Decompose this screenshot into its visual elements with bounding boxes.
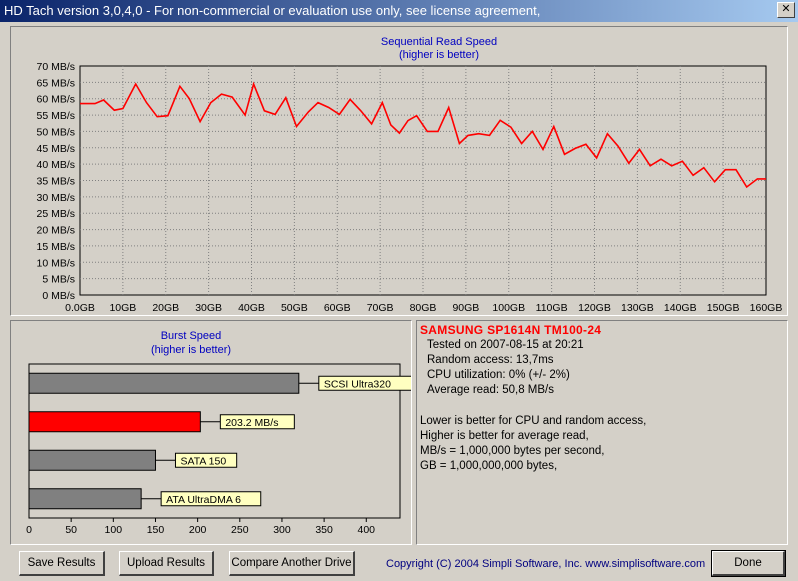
x-tick-label: 130GB (621, 302, 654, 314)
x-tick-label: 350 (315, 524, 333, 536)
bar-label: SATA 150 (180, 455, 226, 467)
read-speed-line (80, 81, 766, 189)
reference-bar (28, 488, 142, 510)
bar-label: ATA UltraDMA 6 (166, 494, 241, 506)
drive-info-panel: SAMSUNG SP1614N TM100-24 Tested on 2007-… (416, 320, 788, 545)
note-line: MB/s = 1,000,000 bytes per second, (420, 445, 605, 457)
bar-label-box (219, 414, 295, 430)
y-tick-label: 50 MB/s (36, 126, 75, 138)
x-tick-label: 250 (231, 524, 249, 536)
x-tick-label: 20GB (152, 302, 179, 314)
y-tick-label: 65 MB/s (36, 77, 75, 89)
y-tick-label: 5 MB/s (42, 274, 75, 286)
x-tick-label: 100GB (492, 302, 525, 314)
note-line: GB = 1,000,000,000 bytes, (420, 460, 558, 472)
bar-label-box (160, 491, 262, 507)
y-tick-label: 45 MB/s (36, 143, 75, 155)
y-tick-label: 25 MB/s (36, 208, 75, 220)
y-tick-label: 40 MB/s (36, 159, 75, 171)
x-tick-label: 50 (65, 524, 77, 536)
y-tick-label: 35 MB/s (36, 176, 75, 188)
note-line: Lower is better for CPU and random acces… (420, 415, 647, 427)
y-tick-label: 10 MB/s (36, 257, 75, 269)
random-access: Random access: 13,7ms (427, 354, 554, 366)
drive-name: SAMSUNG SP1614N TM100-24 (420, 323, 602, 337)
x-tick-label: 30GB (195, 302, 222, 314)
x-tick-label: 160GB (750, 302, 783, 314)
current-drive-bar (28, 411, 201, 433)
x-tick-label: 150 (147, 524, 165, 536)
read-speed-chart: Sequential Read Speed(higher is better) 0… (36, 36, 783, 314)
x-tick-label: 90GB (452, 302, 479, 314)
x-tick-label: 50GB (281, 302, 308, 314)
title-bar: HD Tach version 3,0,4,0 - For non-commer… (0, 0, 798, 22)
y-tick-label: 55 MB/s (36, 110, 75, 122)
x-tick-label: 60GB (324, 302, 351, 314)
x-tick-label: 400 (358, 524, 376, 536)
bar-label: 203.2 MB/s (225, 417, 278, 429)
save-results-button[interactable]: Save Results (19, 551, 105, 576)
tested-date: Tested on 2007-08-15 at 20:21 (427, 339, 584, 351)
bar-label-box (174, 452, 238, 468)
x-tick-label: 0 (26, 524, 32, 536)
reference-bar (28, 449, 156, 471)
chart-subtitle: (higher is better) (151, 344, 231, 356)
chart-title: Burst Speed (161, 330, 222, 342)
x-tick-label: 0.0GB (65, 302, 95, 314)
x-tick-label: 300 (273, 524, 291, 536)
y-tick-label: 30 MB/s (36, 192, 75, 204)
x-tick-label: 120GB (578, 302, 611, 314)
compare-drive-button[interactable]: Compare Another Drive (229, 551, 355, 576)
bar-label: SCSI Ultra320 (324, 378, 391, 390)
x-tick-label: 70GB (367, 302, 394, 314)
y-tick-label: 60 MB/s (36, 94, 75, 106)
burst-speed-chart: Burst Speed (higher is better) 0 50 100 150 20… (26, 330, 411, 536)
y-tick-label: 0 MB/s (42, 290, 75, 302)
close-button[interactable]: ✕ (777, 2, 795, 18)
done-button[interactable]: Done (711, 550, 786, 577)
x-tick-label: 110GB (536, 302, 568, 314)
chart-title: Sequential Read Speed (381, 36, 497, 48)
copyright-text: Copyright (C) 2004 Simpli Software, Inc.… (386, 558, 706, 570)
x-tick-label: 40GB (238, 302, 265, 314)
y-tick-label: 15 MB/s (36, 241, 75, 253)
x-tick-label: 140GB (664, 302, 697, 314)
x-tick-label: 200 (189, 524, 207, 536)
window-title: HD Tach version 3,0,4,0 - For non-commer… (4, 3, 541, 18)
upload-results-button[interactable]: Upload Results (119, 551, 214, 576)
burst-chart-panel: Burst Speed (higher is better) 0 50 100 150 20… (10, 320, 412, 545)
chart-subtitle: (higher is better) (399, 49, 479, 61)
x-tick-label: 100 (105, 524, 123, 536)
x-tick-label: 80GB (410, 302, 437, 314)
y-tick-label: 70 MB/s (36, 61, 75, 73)
note-line: Higher is better for average read, (420, 430, 589, 442)
average-read: Average read: 50,8 MB/s (427, 384, 554, 396)
x-tick-label: 10GB (109, 302, 136, 314)
bar-label-box (318, 375, 411, 391)
y-tick-label: 20 MB/s (36, 225, 75, 237)
reference-bar (28, 372, 300, 394)
cpu-utilization: CPU utilization: 0% (+/- 2%) (427, 369, 570, 381)
x-tick-label: 150GB (707, 302, 740, 314)
read-chart-panel: Sequential Read Speed (higher is better) 0… (10, 26, 788, 316)
